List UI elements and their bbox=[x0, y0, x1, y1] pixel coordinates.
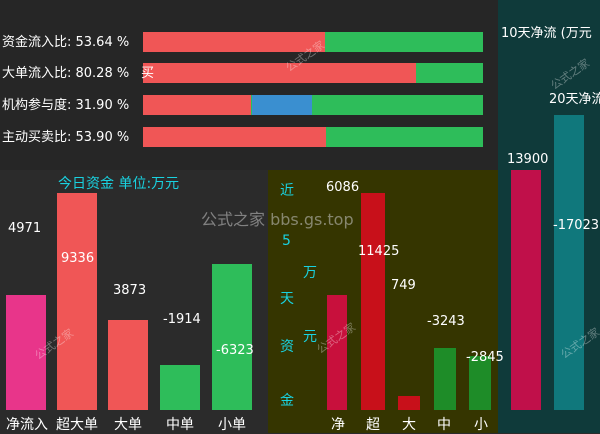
twenty-day-title: 20天净流 bbox=[549, 92, 600, 107]
today-value-medium: -1914 bbox=[163, 312, 201, 327]
institution-participation-label: 机构参与度: 31.90 % bbox=[2, 98, 130, 113]
five-day-bar-net bbox=[327, 295, 347, 410]
five-day-value-small: -2845 bbox=[466, 350, 504, 365]
five-day-title-char-1: 近 bbox=[280, 183, 294, 199]
five-day-cat-super: 超 bbox=[366, 417, 380, 433]
ten-day-title: 10天净流 (万元 bbox=[501, 26, 592, 41]
five-day-value-net: 6086 bbox=[326, 180, 360, 195]
five-day-cat-net: 净 bbox=[331, 417, 345, 433]
today-fund-title: 今日资金 单位:万元 bbox=[58, 176, 180, 192]
today-bar-small bbox=[212, 264, 252, 410]
five-day-title-char-4: 天 bbox=[280, 291, 294, 307]
ten-day-value: 13900 bbox=[507, 152, 549, 167]
buy-suffix: 买 bbox=[141, 66, 155, 81]
five-day-value-large: 749 bbox=[391, 278, 416, 293]
institution-participation-segment bbox=[252, 95, 312, 115]
five-day-value-medium: -3243 bbox=[427, 314, 465, 329]
big-order-inflow-ratio-fill bbox=[143, 63, 416, 83]
active-buy-sell-ratio-label: 主动买卖比: 53.90 % bbox=[2, 130, 130, 145]
today-cat-medium: 中单 bbox=[166, 417, 194, 433]
today-bar-large bbox=[108, 320, 148, 410]
five-day-bar-medium bbox=[434, 348, 456, 410]
five-day-title-char-2: 5 bbox=[282, 233, 291, 249]
five-day-value-super: 11425 bbox=[358, 244, 400, 259]
today-cat-super-large: 超大单 bbox=[56, 417, 98, 433]
site-watermark: 公式之家 bbs.gs.top bbox=[201, 210, 354, 229]
twenty-day-value: -17023 bbox=[553, 218, 600, 233]
today-value-small: -6323 bbox=[216, 343, 254, 358]
today-value-net-inflow: 4971 bbox=[8, 221, 42, 236]
five-day-bar-large bbox=[398, 396, 420, 410]
today-cat-large: 大单 bbox=[114, 417, 142, 433]
institution-participation-bar bbox=[143, 95, 483, 115]
today-cat-small: 小单 bbox=[218, 417, 246, 433]
five-day-title-char-3: 万 bbox=[303, 265, 317, 281]
twenty-day-bar bbox=[554, 115, 584, 410]
active-buy-sell-ratio-fill bbox=[143, 127, 327, 147]
five-day-bar-small bbox=[469, 356, 491, 410]
today-value-large: 3873 bbox=[113, 283, 147, 298]
big-order-inflow-ratio-label: 大单流入比: 80.28 % bbox=[2, 62, 129, 81]
today-bar-net-inflow bbox=[6, 295, 46, 410]
five-day-cat-small: 小 bbox=[474, 417, 488, 433]
five-day-bar-super bbox=[361, 193, 385, 410]
today-value-super-large: 9336 bbox=[61, 251, 95, 266]
today-cat-net-inflow: 净流入 bbox=[6, 417, 48, 433]
five-day-title-char-5: 元 bbox=[303, 329, 317, 345]
today-bar-medium bbox=[160, 365, 200, 410]
five-day-cat-large: 大 bbox=[402, 417, 416, 433]
today-bar-super-large bbox=[57, 193, 97, 410]
five-day-title-char-6: 资 bbox=[280, 339, 294, 355]
five-day-title-char-7: 金 bbox=[280, 393, 294, 409]
institution-participation-fill bbox=[143, 95, 252, 115]
fund-inflow-ratio-fill bbox=[143, 32, 326, 52]
fund-inflow-ratio-label: 资金流入比: 53.64 % bbox=[2, 35, 130, 50]
active-buy-sell-ratio-bar bbox=[143, 127, 483, 147]
big-order-inflow-ratio-text: 大单流入比: 80.28 % bbox=[2, 66, 130, 81]
big-order-inflow-ratio-bar bbox=[143, 63, 483, 83]
fund-inflow-ratio-bar bbox=[143, 32, 483, 52]
ten-day-bar bbox=[511, 170, 541, 410]
five-day-cat-medium: 中 bbox=[437, 417, 451, 433]
